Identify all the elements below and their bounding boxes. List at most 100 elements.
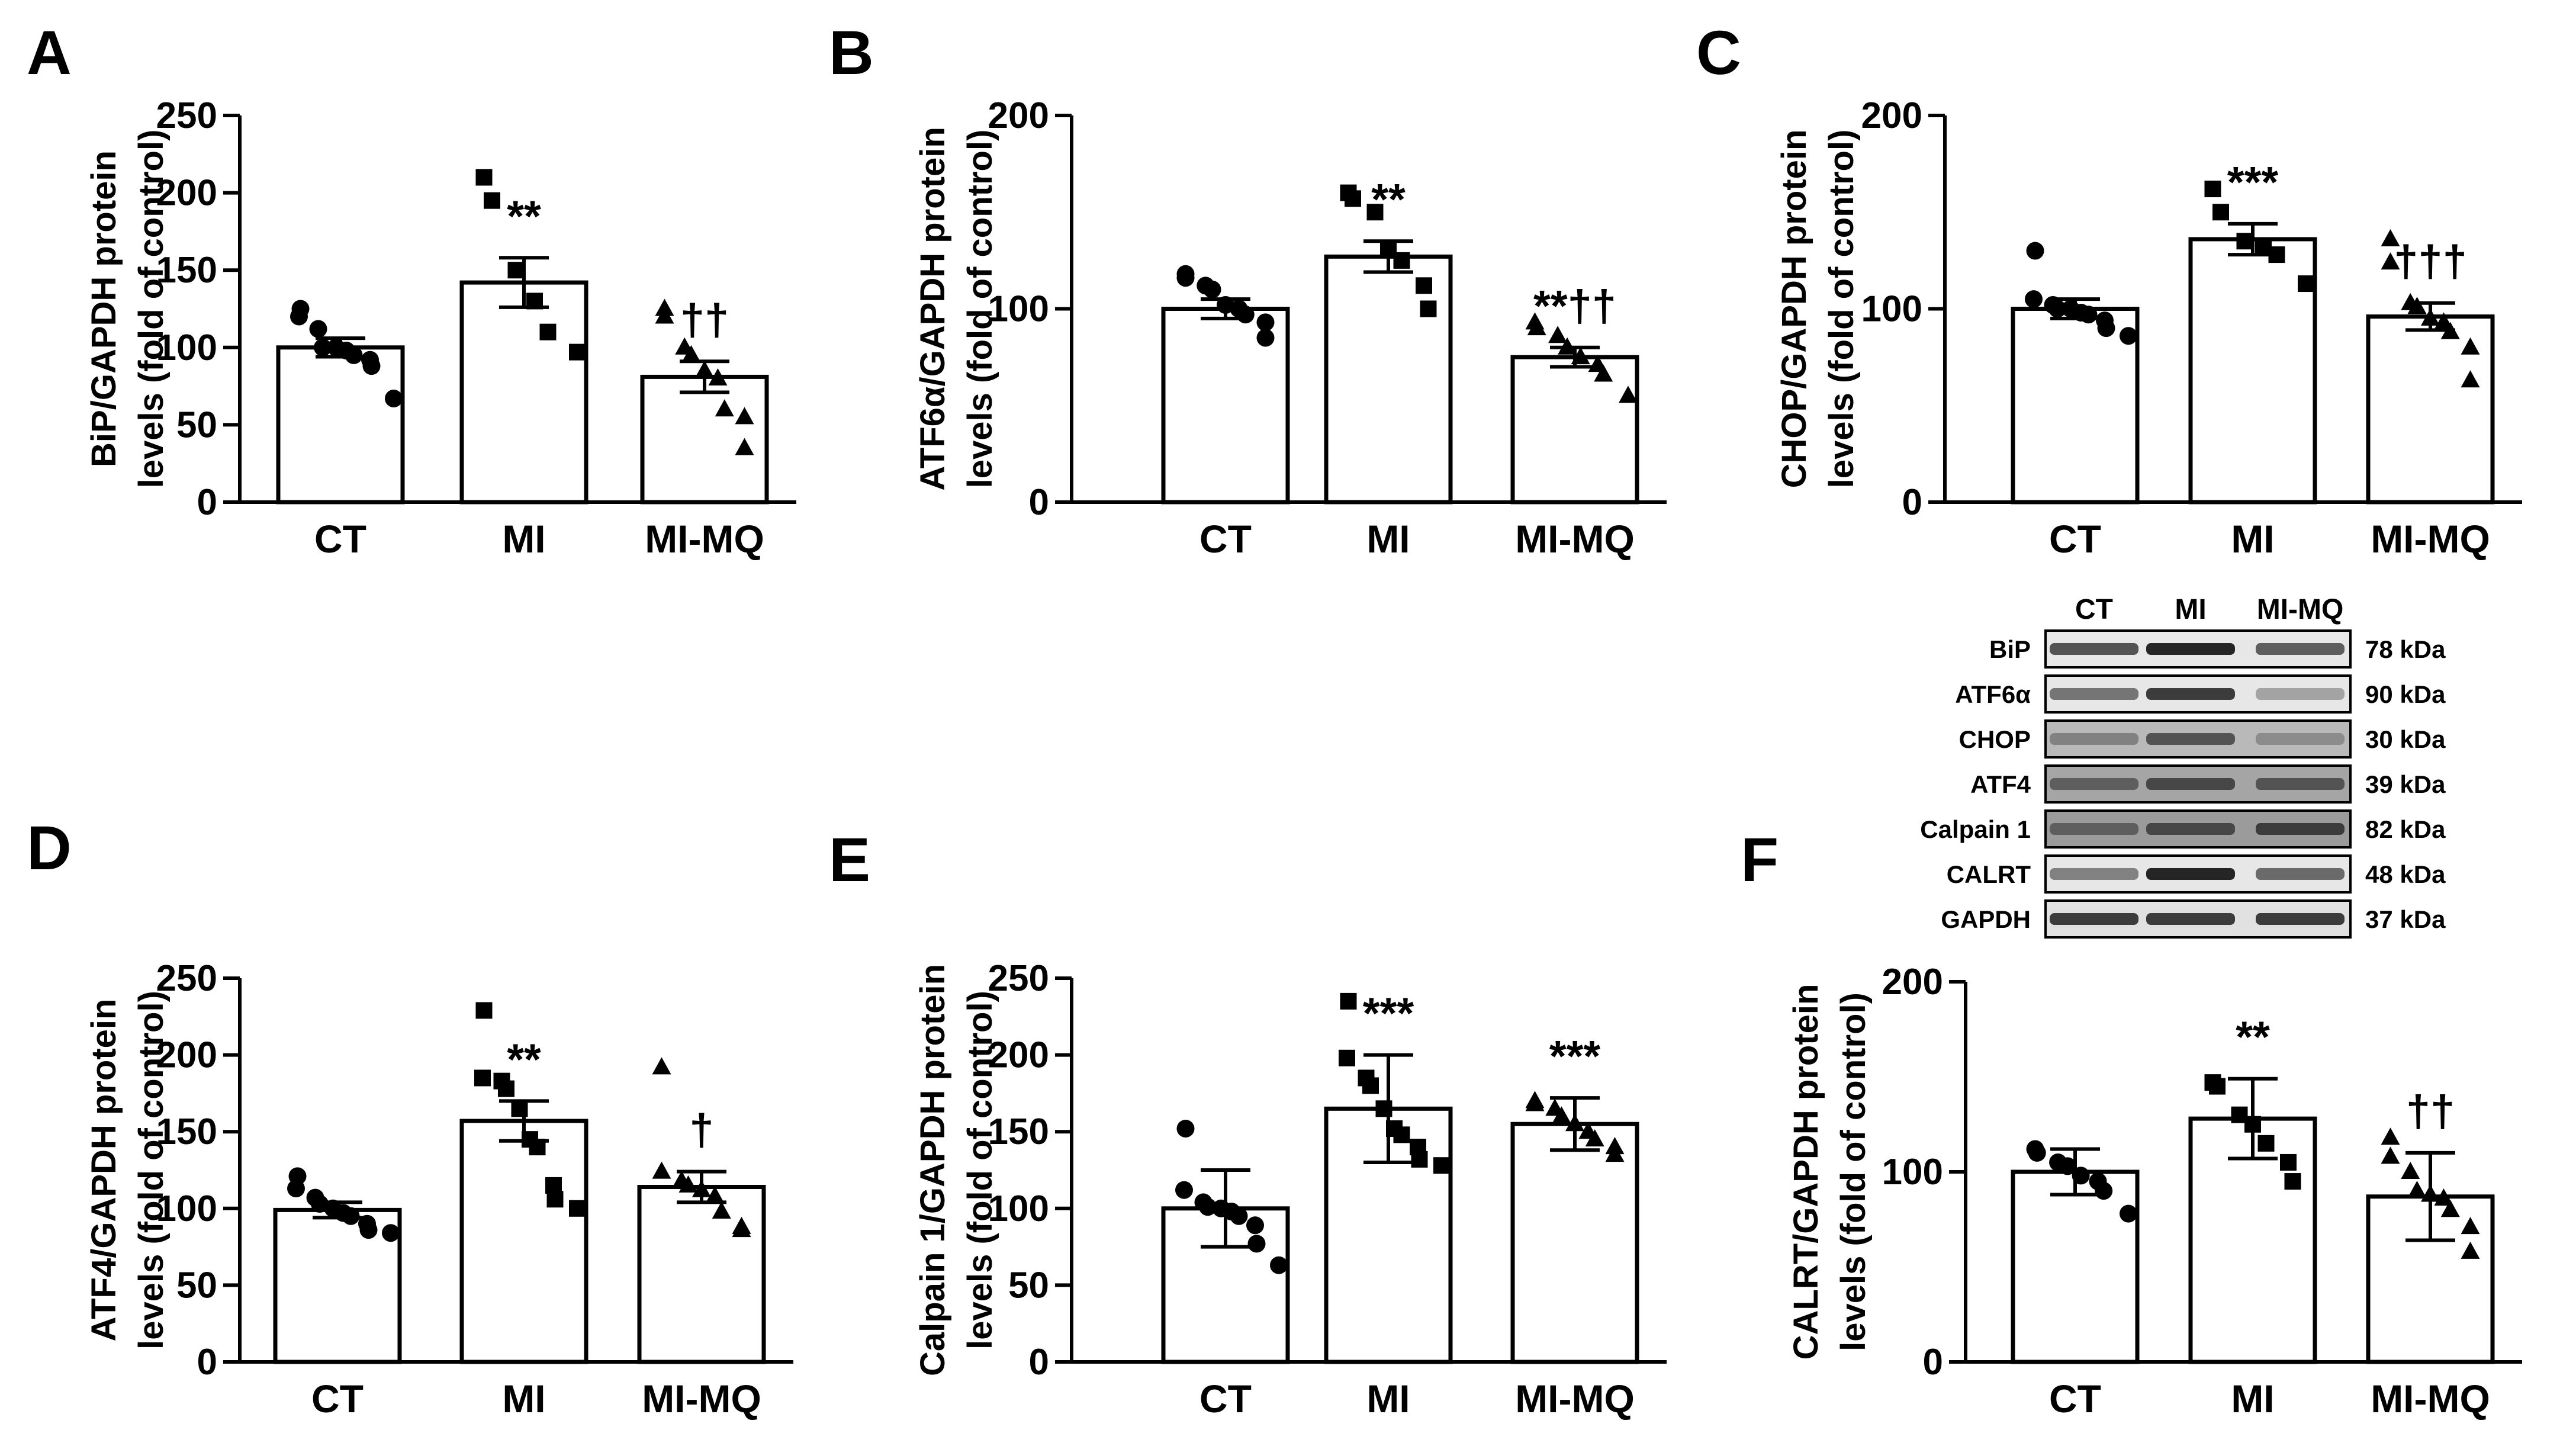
- y-tick-label: 200: [1882, 962, 1943, 1002]
- data-point: [2236, 233, 2253, 250]
- data-point: [2401, 1162, 2420, 1179]
- data-point: [1619, 385, 1638, 403]
- bar-mi: [459, 1119, 588, 1364]
- blot-band: [2256, 823, 2345, 835]
- y-tick-label: 0: [1902, 482, 1922, 523]
- data-point: [484, 192, 500, 209]
- data-point: [695, 360, 714, 378]
- data-point: [652, 1057, 671, 1075]
- y-tick-label: 250: [988, 958, 1049, 999]
- y-axis-title: BiP/GAPDH protein: [85, 150, 123, 467]
- blot-band: [2256, 643, 2345, 655]
- data-point: [1256, 329, 1275, 347]
- panel-letter: D: [27, 814, 72, 883]
- blot-row-gapdh: GAPDH 37 kDa: [1941, 899, 2446, 939]
- x-category-label: MI-MQ: [2371, 1377, 2490, 1421]
- bar-mi: [2188, 237, 2317, 505]
- y-axis-title: levels (fold of control): [1822, 130, 1861, 489]
- data-point: [1585, 1129, 1604, 1147]
- data-point: [2461, 370, 2480, 388]
- blot-kda-label: 78 kDa: [2365, 635, 2446, 663]
- data-point: [1199, 1198, 1217, 1216]
- blot-band: [2050, 868, 2138, 880]
- x-category-label: MI: [2231, 1377, 2274, 1421]
- data-point: [2280, 1153, 2297, 1171]
- blot-protein-label: ATF4: [1970, 770, 2031, 798]
- y-tick-label: 100: [156, 1188, 217, 1229]
- blot-band: [2050, 643, 2138, 655]
- data-point: [1433, 1157, 1450, 1174]
- panel-letter: A: [27, 18, 72, 88]
- blot-lane-label: MI: [2175, 594, 2206, 625]
- panel-b: B ATF6α/GAPDH protein levels (fold of cont…: [829, 18, 1667, 561]
- data-point: [705, 1186, 725, 1204]
- data-point: [692, 1180, 711, 1197]
- data-point: [569, 1200, 586, 1217]
- x-category-label: MI-MQ: [1515, 517, 1635, 561]
- y-tick-label: 200: [988, 95, 1049, 136]
- blot-band: [2256, 688, 2345, 700]
- blot-protein-label: CHOP: [1959, 725, 2031, 753]
- data-point: [1176, 1120, 1195, 1138]
- significance-marker: ††: [2406, 1087, 2455, 1136]
- bar-mi-mq: [1510, 1122, 1639, 1364]
- blot-band: [2146, 733, 2235, 745]
- blot-band: [2146, 823, 2235, 835]
- data-point: [712, 1201, 731, 1219]
- data-point: [1416, 277, 1432, 294]
- significance-marker: †††: [2394, 237, 2466, 286]
- data-point: [2097, 319, 2115, 338]
- data-point: [1236, 306, 1255, 324]
- data-point: [652, 1161, 671, 1179]
- data-point: [287, 1180, 305, 1198]
- data-point: [1571, 347, 1590, 365]
- bar-mi: [1324, 254, 1453, 505]
- data-point: [732, 1220, 751, 1238]
- x-category-label: CT: [311, 1377, 364, 1421]
- blot-kda-label: 37 kDa: [2365, 905, 2446, 933]
- x-category-label: MI-MQ: [2371, 517, 2490, 561]
- blot-protein-label: CALRT: [1947, 860, 2031, 888]
- data-point: [735, 407, 754, 425]
- data-point: [1339, 1049, 1355, 1066]
- blot-protein-label: Calpain 1: [1920, 815, 2031, 843]
- data-point: [708, 368, 728, 386]
- significance-marker: **: [2236, 1013, 2270, 1062]
- data-point: [511, 1100, 528, 1117]
- significance-marker: ***: [1549, 1032, 1601, 1081]
- significance-marker: ***: [2227, 158, 2279, 207]
- data-point: [2268, 246, 2285, 264]
- panel-letter: C: [1696, 18, 1741, 88]
- y-axis-title: CHOP/GAPDH protein: [1775, 130, 1813, 489]
- blot-row-atf6α: ATF6α 90 kDa: [1955, 674, 2446, 714]
- blot-kda-label: 30 kDa: [2365, 725, 2446, 753]
- data-point: [2440, 322, 2460, 339]
- significance-marker: **: [1371, 175, 1406, 224]
- blot-band: [2050, 823, 2138, 835]
- data-point: [2381, 1146, 2400, 1164]
- data-point: [1548, 326, 1568, 343]
- blot-lane-label: CT: [2075, 594, 2113, 625]
- data-point: [1345, 190, 1361, 207]
- y-tick-label: 0: [1923, 1342, 1943, 1383]
- blot-row-calpain-1: Calpain 1 82 kDa: [1920, 809, 2446, 849]
- data-point: [345, 346, 363, 364]
- y-axis-title: levels (fold of control): [132, 130, 171, 489]
- y-tick-label: 150: [156, 1111, 217, 1152]
- data-point: [290, 307, 308, 326]
- y-axis-title: levels (fold of control): [961, 991, 999, 1349]
- data-point: [2028, 1143, 2046, 1162]
- data-point: [1393, 252, 1410, 269]
- x-category-label: MI-MQ: [645, 517, 764, 561]
- x-category-label: MI: [502, 517, 545, 561]
- panel-f: F CALRT/GAPDH protein levels (fold of cont…: [1741, 825, 2522, 1421]
- x-category-label: MI: [1366, 517, 1410, 561]
- bar-ct: [2011, 307, 2140, 505]
- data-point: [1362, 1077, 1379, 1094]
- significance-marker: ***: [1363, 989, 1414, 1038]
- x-category-label: MI: [1366, 1377, 1410, 1421]
- data-point: [2407, 1181, 2427, 1198]
- y-axis-title: levels (fold of control): [1834, 992, 1873, 1351]
- panel-e: E Calpain 1/GAPDH protein levels (fold of …: [829, 825, 1667, 1421]
- data-point: [359, 1221, 378, 1239]
